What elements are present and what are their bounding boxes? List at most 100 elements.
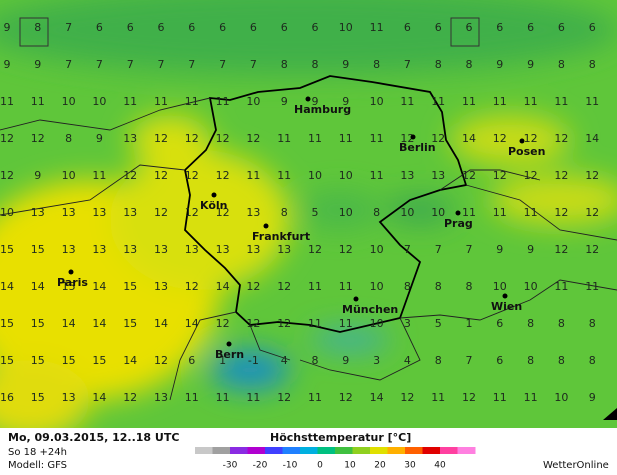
temperature: 8 <box>373 206 380 219</box>
temperature: 11 <box>308 132 322 145</box>
legend-swatch <box>405 447 423 454</box>
legend-swatch <box>440 447 458 454</box>
temperature: 7 <box>65 21 72 34</box>
temperature: 8 <box>589 354 596 367</box>
temperature: 15 <box>0 317 14 330</box>
model: Modell: GFS <box>8 460 68 471</box>
city-label: Hamburg <box>294 103 351 116</box>
temperature: 12 <box>0 132 14 145</box>
legend-swatch <box>212 447 231 454</box>
temperature: 6 <box>466 21 473 34</box>
temperature: 11 <box>308 317 322 330</box>
temperature: 13 <box>246 243 260 256</box>
temperature: 13 <box>62 206 76 219</box>
temperature: 9 <box>589 391 596 404</box>
temperature: 3 <box>404 317 411 330</box>
temperature: 4 <box>281 354 288 367</box>
map-button[interactable] <box>19 17 49 47</box>
temperature: 9 <box>496 58 503 71</box>
temperature: 6 <box>127 21 134 34</box>
city-label: München <box>342 303 398 316</box>
temperature: 10 <box>400 206 414 219</box>
temperature: 8 <box>281 58 288 71</box>
temperature: 15 <box>123 280 137 293</box>
temperature: 11 <box>123 95 137 108</box>
temperature: 13 <box>123 206 137 219</box>
legend-swatch <box>370 447 388 454</box>
temperature: 9 <box>342 58 349 71</box>
temperature: 12 <box>154 169 168 182</box>
city-label: Berlin <box>399 141 436 154</box>
temperature: 12 <box>216 132 230 145</box>
temperature: 12 <box>554 169 568 182</box>
temperature: 11 <box>370 132 384 145</box>
temperature: 11 <box>339 317 353 330</box>
temperature: 12 <box>493 132 507 145</box>
temperature: 8 <box>558 58 565 71</box>
temperature: 12 <box>554 243 568 256</box>
temperature: 15 <box>62 280 76 293</box>
city-dot <box>455 210 461 216</box>
temperature: 6 <box>589 21 596 34</box>
temperature: 7 <box>219 58 226 71</box>
temperature: 14 <box>462 132 476 145</box>
temperature: 11 <box>216 95 230 108</box>
temperature: 11 <box>308 391 322 404</box>
temperature: 12 <box>400 132 414 145</box>
temperature: 8 <box>558 317 565 330</box>
temperature: 8 <box>435 58 442 71</box>
city-label: Paris <box>57 276 88 289</box>
temperature: 15 <box>31 317 45 330</box>
temperature: 12 <box>493 169 507 182</box>
temperature: 14 <box>92 317 106 330</box>
legend-swatch <box>282 447 301 454</box>
temperature: 12 <box>524 132 538 145</box>
temperature: 10 <box>308 169 322 182</box>
temperature: 11 <box>400 95 414 108</box>
temperature: 7 <box>466 243 473 256</box>
city-label: Köln <box>200 199 228 212</box>
temperature: 15 <box>31 243 45 256</box>
temperature: 12 <box>554 206 568 219</box>
legend: -30 -20 -10 0 10 20 30 40 <box>195 447 476 471</box>
temperature: 15 <box>0 354 14 367</box>
temperature: 14 <box>585 132 599 145</box>
temperature: 11 <box>216 391 230 404</box>
temperature: 7 <box>435 243 442 256</box>
temperature: 10 <box>62 169 76 182</box>
temperature: 12 <box>524 169 538 182</box>
temperature: 14 <box>216 280 230 293</box>
temperature: 12 <box>277 317 291 330</box>
temperature: 8 <box>34 21 41 34</box>
temperature: 12 <box>246 132 260 145</box>
temperature: 12 <box>339 391 353 404</box>
temperature: 13 <box>216 243 230 256</box>
temperature: 12 <box>185 169 199 182</box>
temperature: 12 <box>585 169 599 182</box>
legend-swatch <box>352 447 371 454</box>
temperature: 10 <box>554 391 568 404</box>
legend-tick: -10 <box>283 461 298 471</box>
temperature: 12 <box>585 206 599 219</box>
temperature: 10 <box>431 206 445 219</box>
temperature: 6 <box>188 354 195 367</box>
temperature: 15 <box>62 354 76 367</box>
temperature: 10 <box>370 317 384 330</box>
city-label: Frankfurt <box>252 230 310 243</box>
map-button[interactable] <box>450 17 480 47</box>
temperature: 6 <box>558 21 565 34</box>
map: 9 8 7 6 6 6 6 6 6 6 6 10 11 6 6 6 6 6 6 69 9 7 7 7 7 7 7 7 8 8 9 8 7 8 8 9 9… <box>0 0 617 428</box>
temperature: 8 <box>281 206 288 219</box>
legend-title: Höchsttemperatur [°C] <box>270 431 412 444</box>
temperature: 11 <box>246 169 260 182</box>
temperature: 12 <box>185 280 199 293</box>
temperature: 12 <box>246 317 260 330</box>
temperature: 12 <box>154 206 168 219</box>
temperature: 12 <box>0 169 14 182</box>
temperature: 11 <box>554 280 568 293</box>
temperature: 6 <box>527 21 534 34</box>
city-dot <box>502 293 508 299</box>
temperature: 15 <box>31 391 45 404</box>
city-dot <box>226 341 232 347</box>
